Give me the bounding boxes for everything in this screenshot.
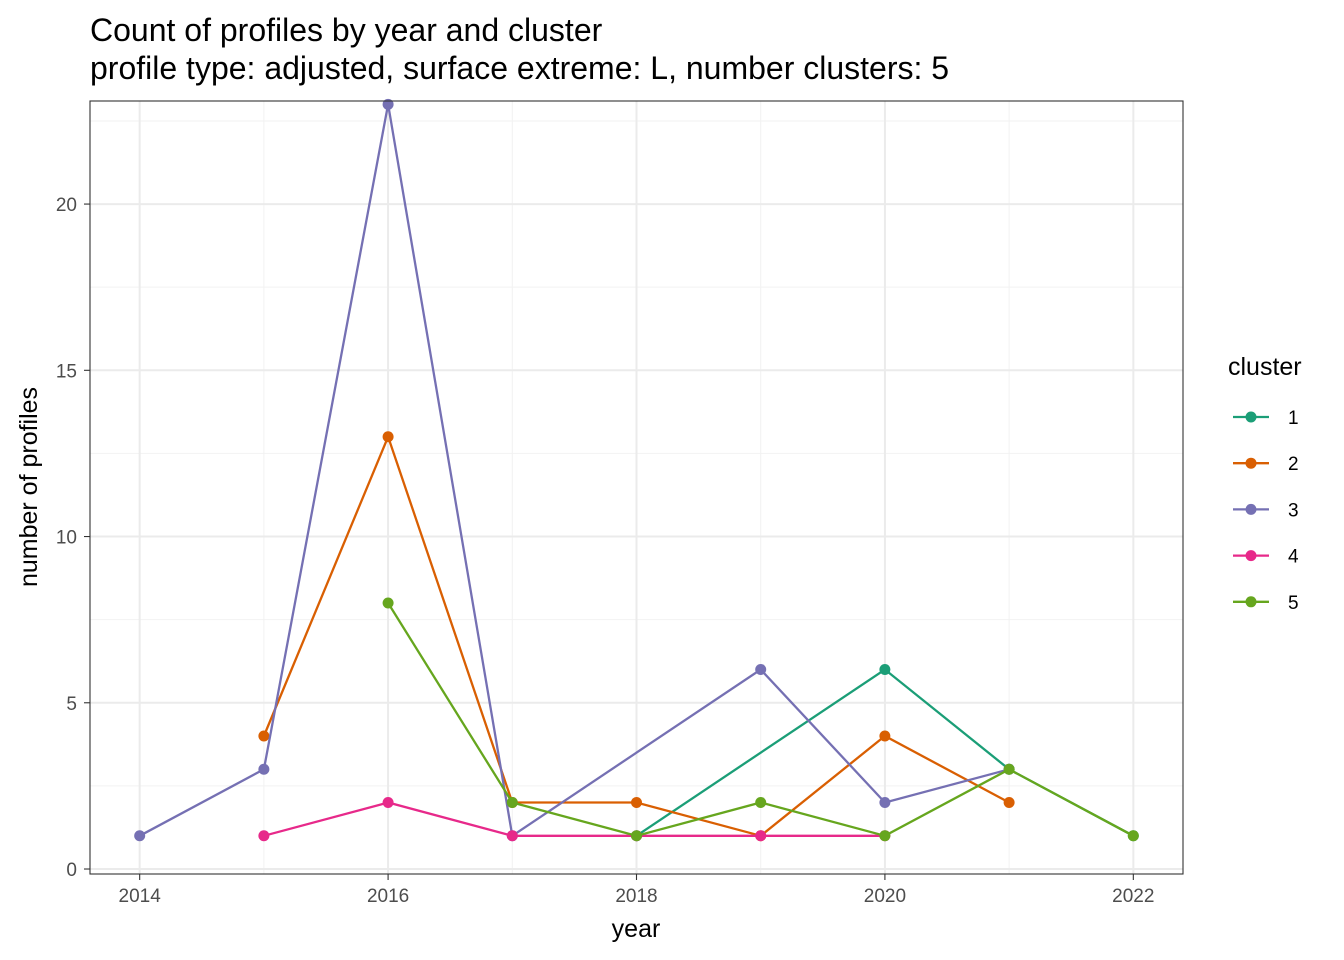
series-2-point [1003,797,1015,809]
y-tick-label: 15 [56,361,77,382]
legend-label: 3 [1288,500,1299,521]
y-tick-label: 20 [56,195,77,216]
series-2-point [258,730,270,742]
legend-key-point [1245,411,1257,423]
legend-item-2: 2 [1233,454,1299,475]
x-tick-label: 2022 [1112,886,1154,907]
x-tick-label: 2014 [119,886,162,907]
legend-key-point [1245,550,1257,562]
series-4-point [382,797,394,809]
legend-item-1: 1 [1233,408,1299,429]
legend-label: 5 [1288,593,1299,614]
legend-item-4: 4 [1233,547,1299,568]
series-3-point [258,763,270,775]
legend-title: cluster [1228,353,1302,381]
series-layer [134,98,1139,842]
series-5-point [879,830,891,842]
legend-label: 4 [1288,547,1299,568]
legend-key-point [1245,503,1257,515]
series-5-point [631,830,642,842]
series-2-point [631,797,642,809]
chart-title: Count of profiles by year and cluster [90,12,603,48]
axes: 2014 2016 2018 2020 2022 0 5 10 15 20 [56,195,1155,907]
series-3-line [139,104,1010,838]
series-5-point [382,597,394,609]
x-tick-label: 2018 [615,886,657,907]
series-2-point [879,730,891,742]
y-tick-label: 5 [66,694,77,715]
grid [90,101,1183,874]
series-5 [382,597,1139,842]
series-4-point [755,830,767,842]
series-5-point [1127,830,1139,842]
series-2-point [382,431,394,443]
legend-label: 1 [1288,408,1299,429]
series-4-line [263,801,885,837]
series-4-point [258,830,270,842]
series-2 [258,431,1015,842]
x-tick-label: 2016 [367,886,409,907]
series-3-point [755,664,767,676]
x-axis-title: year [612,915,661,943]
series-3-point [382,98,394,110]
legend-item-3: 3 [1233,500,1299,521]
y-tick-label: 0 [66,860,77,881]
legend-label: 2 [1288,454,1299,475]
series-3-point [134,830,146,842]
series-3-point [879,797,891,809]
legend-key-point [1245,457,1257,469]
chart-subtitle: profile type: adjusted, surface extreme:… [90,50,949,86]
y-tick-label: 10 [56,528,77,549]
series-1-point [879,664,891,676]
series-5-point [1003,763,1015,775]
legend-item-5: 5 [1233,593,1299,614]
legend-key-point [1245,596,1257,608]
series-5-point [755,797,767,809]
legend: cluster 1 2 3 4 5 [1228,353,1302,614]
series-4-point [506,830,518,842]
y-axis-title: number of profiles [15,387,43,587]
x-tick-label: 2020 [864,886,906,907]
series-5-point [506,797,518,809]
